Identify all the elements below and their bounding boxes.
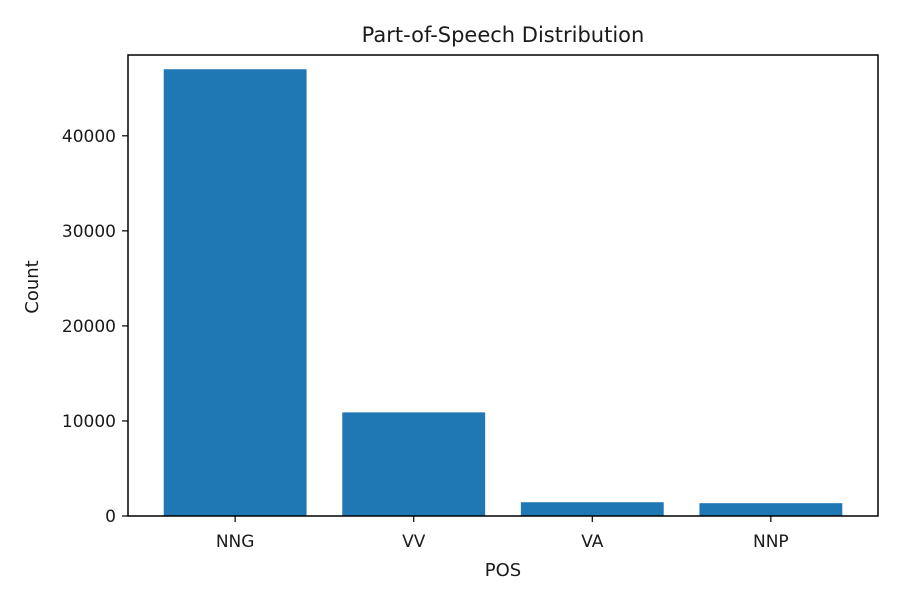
x-tick-label: VV <box>402 532 426 552</box>
y-tick-label: 0 <box>105 507 116 527</box>
bars-group <box>163 69 843 517</box>
plot-area-frame <box>127 54 879 517</box>
x-tick-label: NNG <box>216 532 255 552</box>
y-tick-label: 10000 <box>62 412 116 432</box>
y-tick-label: 20000 <box>62 317 116 337</box>
bar-va <box>520 502 664 516</box>
bar-vv <box>342 412 486 516</box>
x-axis-label: POS <box>485 560 521 581</box>
y-tick-label: 30000 <box>62 222 116 242</box>
x-tick-label: VA <box>581 532 604 552</box>
x-axis: NNG VV VA NNP <box>216 516 789 552</box>
y-axis-label: Count <box>22 260 43 313</box>
chart-title: Part-of-Speech Distribution <box>362 23 645 47</box>
y-axis: 0 10000 20000 30000 40000 <box>62 127 128 527</box>
bar-nng <box>163 69 307 517</box>
y-tick-label: 40000 <box>62 127 116 147</box>
x-tick-label: NNP <box>753 532 789 552</box>
bar-nnp <box>699 503 843 516</box>
